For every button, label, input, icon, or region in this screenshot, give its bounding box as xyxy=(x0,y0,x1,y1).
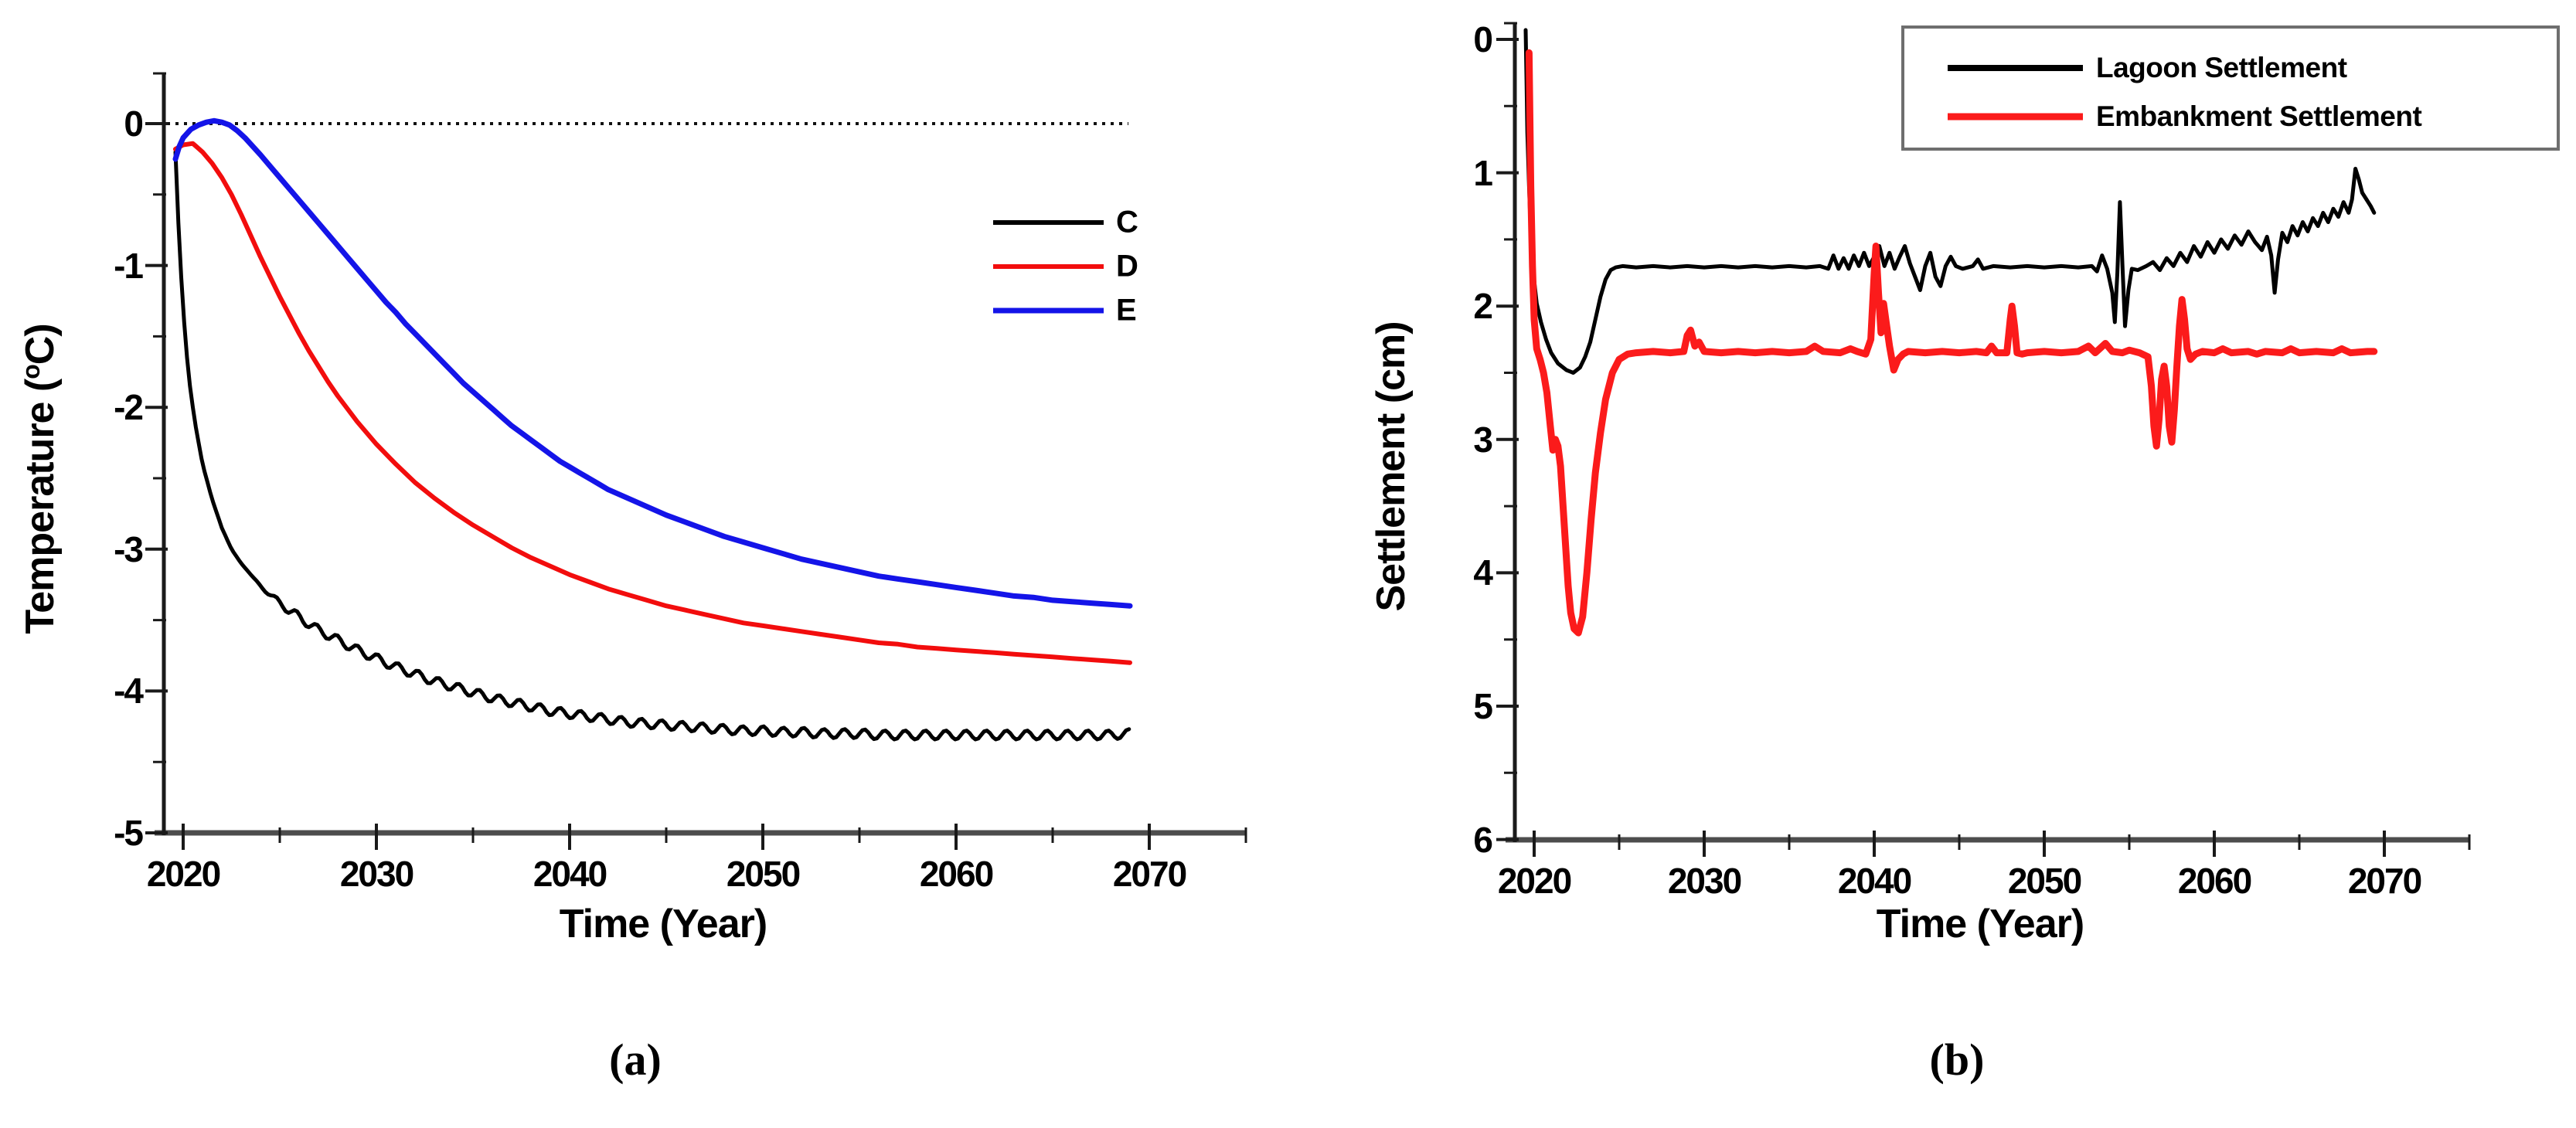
y-tick-label-b: 1 xyxy=(1473,152,1493,193)
y-tick-label-a: -3 xyxy=(114,528,144,569)
y-tick-label-b: 2 xyxy=(1473,286,1493,327)
y-tick-label-b: 6 xyxy=(1473,819,1493,860)
x-tick-label-a: 2040 xyxy=(533,854,607,894)
y-axis-title-temperature: Temperature (oC) xyxy=(16,324,63,634)
x-tick-label-b: 2020 xyxy=(1497,861,1572,901)
x-tick-label-a: 2020 xyxy=(146,854,221,894)
x-tick-label-a: 2060 xyxy=(919,854,994,894)
x-tick-label-b: 2050 xyxy=(2007,861,2082,901)
y-tick-label-b: 3 xyxy=(1473,419,1493,460)
y-tick-label-b: 4 xyxy=(1473,552,1493,593)
legend-box xyxy=(1901,25,2560,151)
legend-label-E: E xyxy=(1116,293,1137,328)
x-axis-title-b: Time (Year) xyxy=(1876,902,2084,946)
y-tick-label-a: -4 xyxy=(114,671,144,712)
x-tick-label-a: 2070 xyxy=(1112,854,1187,894)
y-tick-label-b: 0 xyxy=(1473,19,1493,59)
x-tick-label-b: 2060 xyxy=(2177,861,2252,901)
y-axis-title-settlement: Settlement (cm) xyxy=(1369,321,1414,612)
x-tick-label-a: 2050 xyxy=(726,854,801,894)
legend-label-lagoon-settlement: Lagoon Settlement xyxy=(2096,52,2347,83)
x-tick-label-a: 2030 xyxy=(339,854,414,894)
series-line-embankment-settlement xyxy=(1525,49,2378,637)
y-tick-label-b: 5 xyxy=(1473,686,1493,726)
y-tick-label-a: 0 xyxy=(124,104,144,144)
series-line-c xyxy=(173,150,1131,742)
x-tick-label-b: 2070 xyxy=(2347,861,2422,901)
panel-caption-b: (b) xyxy=(1929,1035,1985,1085)
legend-label-C: C xyxy=(1116,205,1138,240)
y-tick-label-a: -2 xyxy=(114,387,144,428)
panel-caption-a: (a) xyxy=(609,1035,662,1085)
x-tick-label-b: 2030 xyxy=(1667,861,1742,901)
series-line-e xyxy=(172,117,1133,609)
x-axis-title-a: Time (Year) xyxy=(559,902,767,946)
y-tick-label-a: -5 xyxy=(114,813,144,853)
series-line-lagoon-settlement xyxy=(1523,28,2377,375)
legend-label-D: D xyxy=(1116,249,1138,284)
x-tick-label-b: 2040 xyxy=(1837,861,1912,901)
y-tick-label-a: -1 xyxy=(114,245,144,286)
legend-label-embankment-settlement: Embankment Settlement xyxy=(2096,100,2422,132)
series-line-d xyxy=(173,141,1132,665)
